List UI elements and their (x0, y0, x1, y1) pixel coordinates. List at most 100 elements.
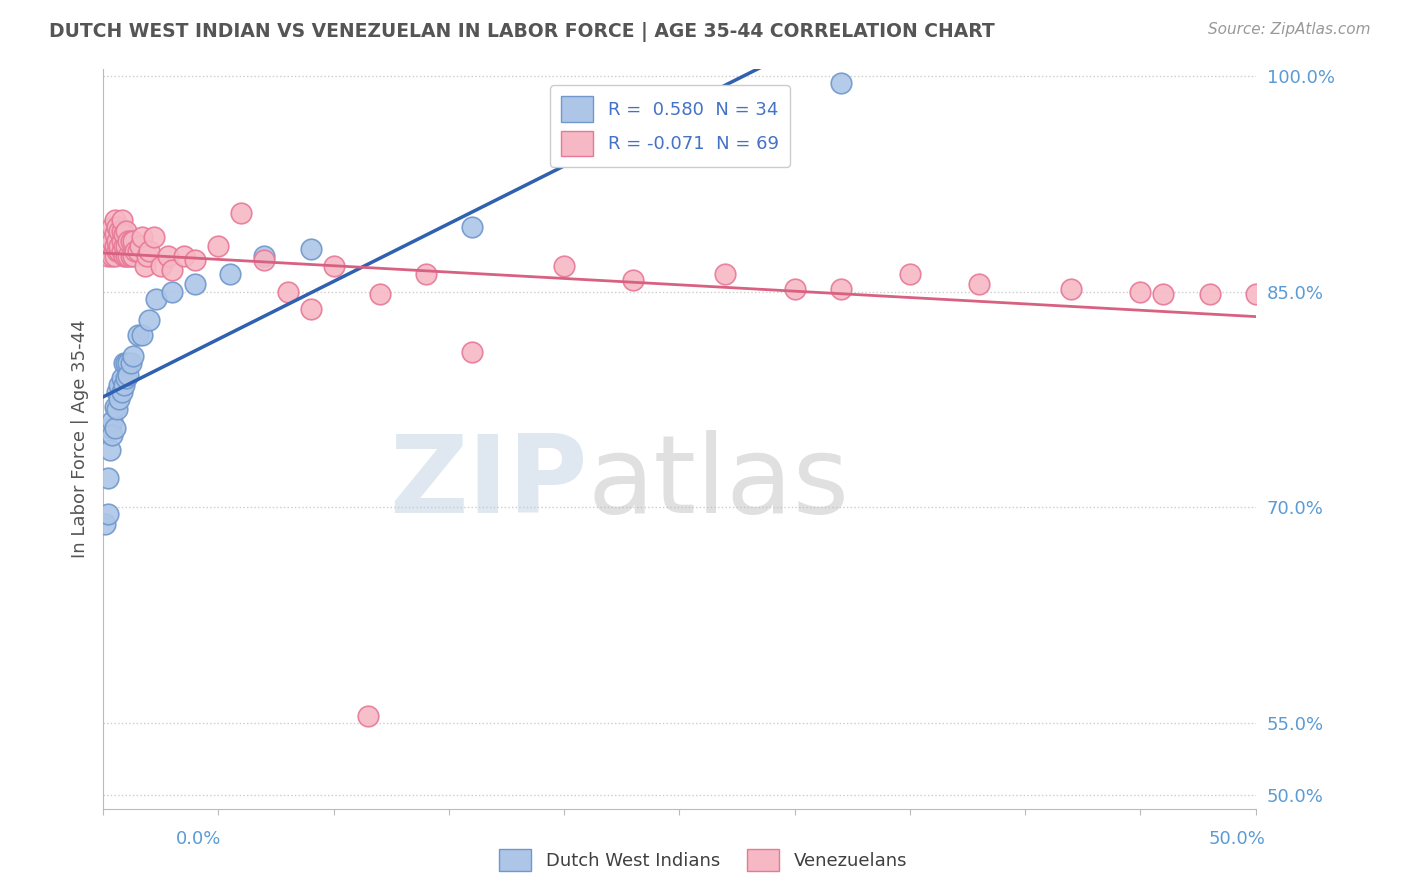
Point (253, 249, 276, 263)
Point (101, 219, 124, 234)
Y-axis label: In Labor Force | Age 35-44: In Labor Force | Age 35-44 (72, 319, 89, 558)
Point (104, 400, 127, 414)
Point (162, 285, 184, 299)
Point (110, 244, 132, 259)
Point (97, 508, 120, 522)
Point (299, 301, 322, 316)
Point (134, 259, 156, 273)
Point (117, 249, 139, 263)
Point (967, 277, 990, 292)
Point (135, 249, 157, 263)
Point (112, 249, 135, 263)
Point (112, 238, 135, 252)
Point (117, 368, 139, 382)
Point (110, 235, 132, 249)
Point (94, 242, 117, 256)
Point (253, 252, 276, 267)
Point (219, 268, 242, 282)
Point (101, 235, 124, 249)
Point (117, 235, 139, 249)
Point (97, 235, 120, 249)
Point (830, 282, 852, 296)
Point (714, 268, 737, 282)
Text: ZIP: ZIP (388, 430, 588, 536)
Point (98, 421, 121, 435)
Point (105, 402, 128, 417)
Point (138, 244, 160, 259)
Point (105, 235, 128, 249)
Point (104, 212, 127, 227)
Point (115, 249, 138, 263)
Point (131, 327, 153, 342)
Point (142, 230, 165, 244)
Point (162, 263, 184, 277)
Point (98, 442, 121, 457)
Point (461, 219, 484, 234)
Point (231, 205, 253, 219)
Point (115, 356, 138, 370)
Point (1129, 285, 1152, 299)
Point (108, 238, 131, 252)
Point (108, 244, 131, 259)
Text: 50.0%: 50.0% (1209, 830, 1265, 847)
Point (1060, 282, 1083, 296)
Point (120, 235, 142, 249)
Point (299, 242, 322, 256)
Point (553, 259, 575, 273)
Point (110, 371, 132, 385)
Point (621, 273, 644, 287)
Point (127, 327, 149, 342)
Point (129, 238, 152, 252)
Point (138, 313, 160, 327)
Point (156, 249, 179, 263)
Point (122, 235, 145, 249)
Legend: R =  0.580  N = 34, R = -0.071  N = 69: R = 0.580 N = 34, R = -0.071 N = 69 (550, 86, 790, 167)
Point (122, 249, 145, 263)
Point (898, 268, 921, 282)
Point (94, 517, 117, 532)
Point (184, 277, 207, 292)
Point (97, 471, 120, 485)
Point (122, 349, 145, 363)
Point (108, 392, 131, 407)
Point (1198, 287, 1220, 301)
Point (117, 356, 139, 370)
Point (149, 259, 172, 273)
Point (131, 230, 153, 244)
Point (97, 249, 120, 263)
Point (1152, 287, 1174, 301)
Point (368, 287, 391, 301)
Point (112, 378, 135, 392)
Point (112, 356, 135, 370)
Point (173, 249, 195, 263)
Point (115, 238, 138, 252)
Point (98, 230, 121, 244)
Text: atlas: atlas (588, 430, 849, 536)
Point (357, 708, 380, 723)
Text: 0.0%: 0.0% (176, 830, 221, 847)
Point (108, 378, 131, 392)
Point (98, 244, 121, 259)
Point (115, 224, 138, 238)
Point (1244, 287, 1267, 301)
Point (322, 259, 344, 273)
Point (145, 292, 167, 306)
Point (207, 238, 229, 252)
Point (104, 249, 127, 263)
Point (110, 212, 132, 227)
Point (101, 428, 124, 442)
Point (108, 224, 131, 238)
Point (110, 385, 132, 400)
Text: Source: ZipAtlas.com: Source: ZipAtlas.com (1208, 22, 1371, 37)
Point (830, 76, 852, 90)
Point (105, 219, 128, 234)
Point (415, 268, 437, 282)
Point (184, 252, 207, 267)
Point (783, 282, 806, 296)
Point (115, 371, 138, 385)
Legend: Dutch West Indians, Venezuelans: Dutch West Indians, Venezuelans (492, 842, 914, 879)
Text: DUTCH WEST INDIAN VS VENEZUELAN IN LABOR FORCE | AGE 35-44 CORRELATION CHART: DUTCH WEST INDIAN VS VENEZUELAN IN LABOR… (49, 22, 995, 42)
Point (104, 421, 127, 435)
Point (101, 414, 124, 428)
Point (120, 356, 142, 370)
